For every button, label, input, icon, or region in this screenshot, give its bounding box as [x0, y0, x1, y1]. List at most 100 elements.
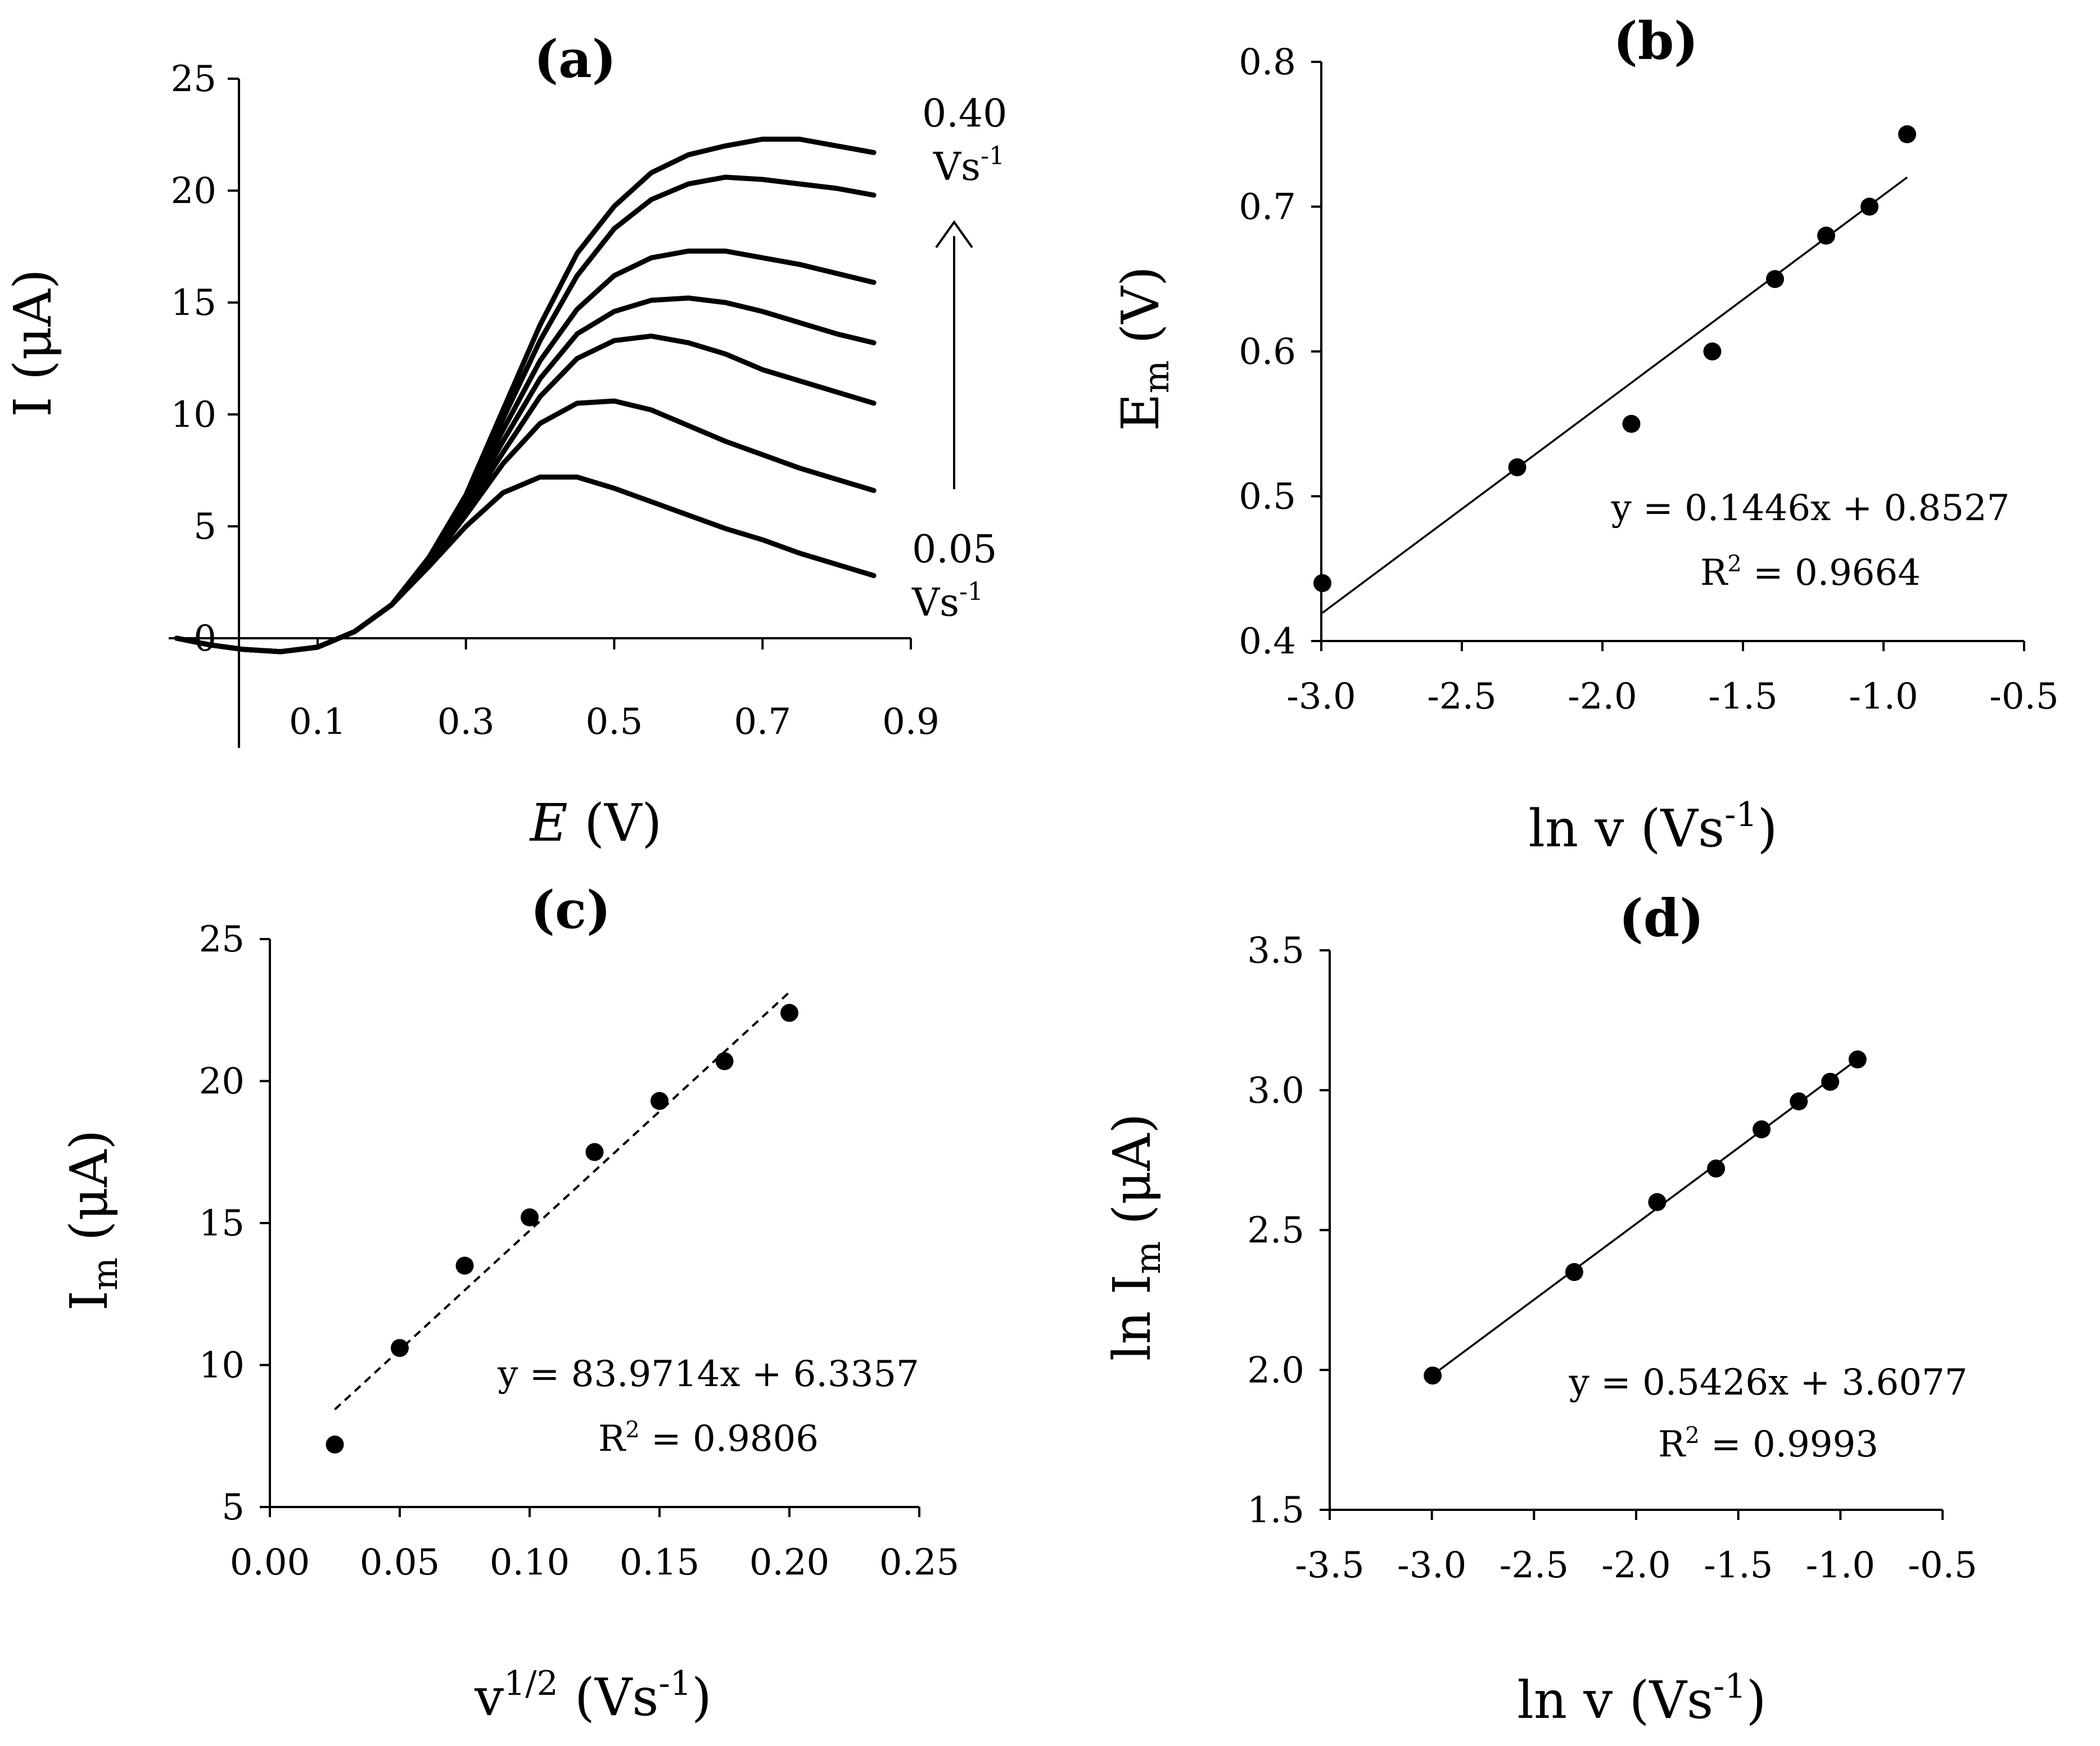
panel-c-x-label-unit: (Vs — [558, 1667, 659, 1727]
panel-b-y-label: Em (V) — [1110, 266, 1177, 431]
panel-d-r2-value: = 0.9993 — [1700, 1424, 1878, 1465]
panel-b-y-tick-label: 0.7 — [1239, 187, 1296, 228]
panel-d-point — [1565, 1263, 1583, 1282]
panel-c-x-label: v1/2 (Vs-1) — [474, 1664, 712, 1727]
panel-a-curve-3 — [174, 295, 877, 655]
panel-d-y-label-sub: m — [1127, 1241, 1168, 1274]
panel-c-point — [715, 1052, 734, 1071]
panel-c-point — [391, 1339, 409, 1357]
panel-c-fit-line — [334, 991, 791, 1411]
panel-b-points — [1313, 125, 1916, 592]
panel-b-title: (b) — [1613, 11, 1698, 71]
panel-a-top-unit-exp: -1 — [981, 142, 1005, 170]
panel-c-y-label-main: I — [59, 1291, 119, 1311]
panel-d-y-tick-label: 3.0 — [1247, 1070, 1304, 1112]
panel-a-x-tick-label: 0.7 — [734, 701, 791, 743]
panel-b-y-tick-label: 0.5 — [1239, 476, 1296, 518]
panel-c-title: (c) — [530, 879, 611, 940]
panel-d-fit-line — [1432, 1058, 1858, 1376]
panel-a-curve-6 — [174, 137, 877, 655]
panel-d-x-tick-label: -3.5 — [1295, 1545, 1364, 1586]
panel-d-equation: y = 0.5426x + 3.6077 — [1569, 1362, 1968, 1404]
panel-c-y-tick-label: 10 — [199, 1345, 245, 1387]
panel-b-x-tick-label: -0.5 — [1989, 676, 2058, 718]
panel-c-point — [780, 1004, 798, 1022]
panel-c-y-label-sub: m — [84, 1257, 125, 1291]
panel-a-x-label-var: E — [529, 793, 568, 853]
panel-b-ticks: 0.4 0.5 0.6 0.7 0.8 -3.0 -2.5 -2.0 -1.5 -1.0 -0.5 — [1239, 42, 2058, 718]
panel-d-y-tick-label: 3.5 — [1247, 930, 1304, 972]
panel-a-top-unit: Vs-1 — [933, 142, 1005, 190]
panel-b-x-label-close: ) — [1758, 798, 1778, 859]
panel-c-x-tick-label: 0.20 — [749, 1542, 830, 1583]
panel-b-point — [1703, 342, 1722, 360]
panel-a-y-tick-label: 20 — [171, 170, 216, 212]
panel-a-x-label: E (V) — [529, 793, 662, 853]
panel-b-y-tick-label: 0.6 — [1239, 331, 1296, 373]
panel-d-x-label: ln v (Vs-1) — [1517, 1667, 1766, 1730]
panel-d-point — [1753, 1120, 1771, 1139]
panel-a-y-tick-label: 10 — [171, 394, 216, 436]
panel-a-x-tick-label: 0.3 — [437, 701, 495, 743]
panel-d-point — [1648, 1193, 1667, 1211]
panel-a-curves — [174, 137, 877, 655]
panel-b-x-label: ln v (Vs-1) — [1528, 795, 1777, 859]
panel-b-x-tick-label: -2.0 — [1568, 676, 1637, 718]
panel-c-x-tick-label: 0.00 — [230, 1542, 310, 1583]
panel-b-point — [1898, 125, 1916, 143]
panel-d-x-tick-label: -0.5 — [1908, 1545, 1977, 1586]
panel-b-x-tick-label: -1.0 — [1849, 676, 1918, 718]
panel-c-x-tick-label: 0.05 — [360, 1542, 440, 1583]
panel-c-x-tick-label: 0.15 — [620, 1542, 700, 1583]
panel-d-x-tick-label: -3.0 — [1397, 1545, 1466, 1586]
panel-c-point — [651, 1091, 669, 1110]
panel-c-x-label-sup: 1/2 — [504, 1664, 558, 1703]
panel-b-y-tick-label: 0.4 — [1239, 621, 1296, 662]
panel-d-r2-label: R — [1658, 1424, 1686, 1465]
panel-b-x-label-main: ln v (Vs — [1528, 798, 1724, 859]
panel-c-x-label-sup2: -1 — [658, 1664, 691, 1703]
panel-a-bottom-unit-base: Vs — [911, 581, 959, 625]
panel-b-point — [1817, 227, 1835, 245]
panel-c-y-tick-label: 25 — [199, 919, 245, 960]
panel-a-y-tick-label: 25 — [171, 58, 216, 100]
panel-b-y-tick-label: 0.8 — [1239, 42, 1296, 83]
panel-c-y-label-unit: (μA) — [59, 1130, 119, 1257]
panel-a-y-label: I (μA) — [3, 269, 63, 417]
panel-d-point — [1707, 1160, 1726, 1178]
panel-d-point — [1848, 1050, 1867, 1069]
panel-c-x-tick-label: 0.25 — [879, 1542, 960, 1583]
panel-b-point — [1313, 574, 1331, 592]
panel-b-x-tick-label: -2.5 — [1427, 676, 1496, 718]
panel-a-x-tick-label: 0.1 — [289, 701, 346, 743]
panel-c-point — [521, 1208, 539, 1226]
panel-b-point — [1860, 197, 1878, 216]
panel-d-x-label-sup: -1 — [1713, 1667, 1746, 1706]
panel-c-points — [326, 1004, 798, 1454]
panel-b-x-label-sup: -1 — [1724, 795, 1757, 834]
panel-c-x-label-main: v — [474, 1667, 504, 1727]
panel-a-x-tick-label: 0.5 — [586, 701, 643, 743]
panel-b-r2-label: R — [1700, 552, 1728, 594]
panel-a-bottom-unit: Vs-1 — [911, 578, 983, 625]
panel-c-y-tick-label: 5 — [222, 1487, 245, 1528]
panel-c-r2-value: = 0.9806 — [640, 1418, 819, 1460]
panel-c-r2: R2 = 0.9806 — [598, 1417, 819, 1460]
panel-c-point — [455, 1256, 474, 1275]
panel-a-x-label-unit: (V) — [568, 793, 662, 853]
panel-d-y-label-main: ln I — [1102, 1274, 1162, 1361]
panel-a-x-tick-label: 0.9 — [882, 701, 940, 743]
panel-a-title: (a) — [534, 29, 617, 89]
panel-a-top-rate: 0.40 — [922, 92, 1007, 136]
panel-c-y-tick-label: 15 — [199, 1203, 245, 1244]
panel-d-x-tick-label: -2.5 — [1500, 1545, 1569, 1586]
panel-a-bottom-unit-exp: -1 — [959, 578, 983, 606]
panel-c-ticks: 5 10 15 20 25 0.00 0.05 0.10 0.15 0.20 0.25 — [199, 919, 960, 1583]
panel-d-x-tick-label: -2.0 — [1601, 1545, 1670, 1586]
panel-c-equation: y = 83.9714x + 6.3357 — [497, 1354, 919, 1395]
panel-b-r2: R2 = 0.9664 — [1700, 551, 1921, 594]
panel-b-y-label-unit: (V) — [1110, 266, 1171, 360]
panel-b: (b) 0.4 0.5 0.6 0.7 0.8 -3.0 -2.5 -2.0 -1.5 -1.0 -… — [1110, 11, 2059, 859]
panel-a-curve-1 — [174, 398, 877, 655]
